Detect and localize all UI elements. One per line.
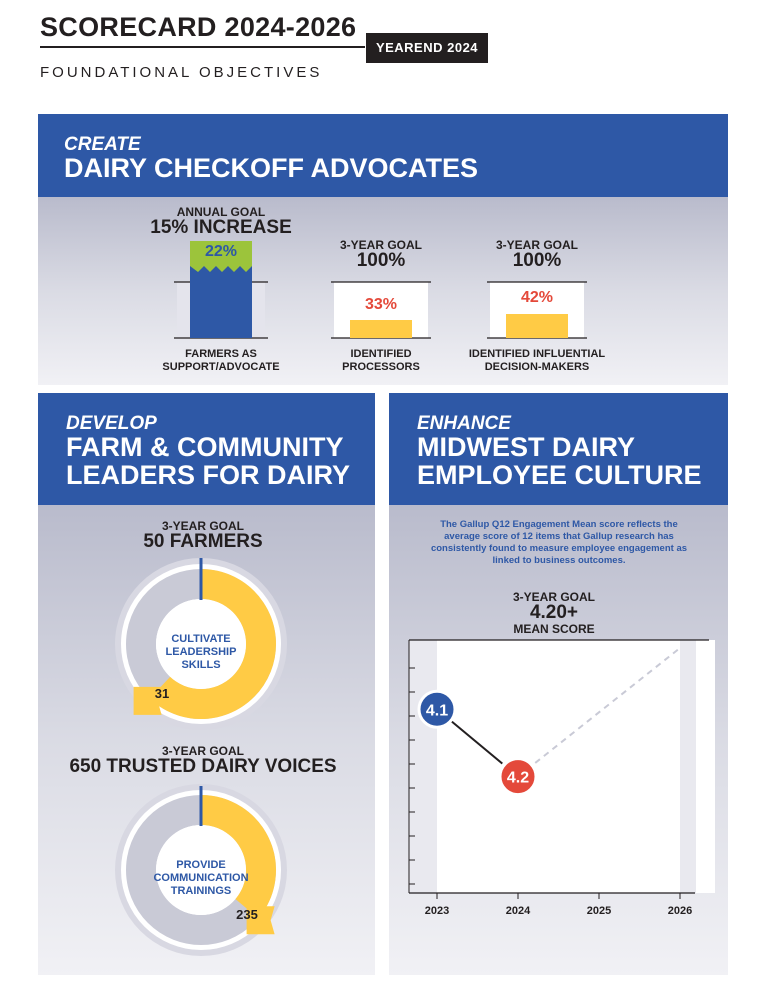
bar-caption-2-line1: IDENTIFIED [350,348,412,360]
x-tick-label: 2026 [668,905,692,917]
donut-value-flag [246,906,275,935]
x-tick-label: 2025 [587,905,611,917]
bar-caption-3-line2: DECISION-MAKERS [484,361,590,373]
data-point [498,757,538,797]
data-label: 4.2 [507,770,529,787]
data-label: 4.1 [426,702,448,719]
annual-goal-label: ANNUAL GOAL [176,205,266,219]
farmers-goal-label: 3-YEAR GOAL [161,519,244,533]
engagement-line-chart: 2023 2024 2025 2026 4.13.994.2 [408,639,715,917]
develop-heading-line1: FARM & COMMUNITY [66,432,344,462]
chart-x-ticks: 2023 2024 2025 2026 [425,893,692,917]
influential-goal-value: 100% [512,250,562,271]
voices-donut-chart [115,784,287,956]
enhance-heading-line2: EMPLOYEE CULTURE [417,460,702,490]
x-tick-label: 2024 [506,905,531,917]
voices-center-line3: TRAININGS [170,885,232,897]
chart-2023-column [409,640,437,893]
enhance-goal-unit: MEAN SCORE [513,622,595,636]
data-point [417,689,457,729]
enhance-description-line2: average score of 12 items that Gallup re… [444,531,674,542]
bar-value-label-3: 42% [520,289,554,306]
donut-progress-arc [149,569,276,719]
bar-caption-1-line2: SUPPORT/ADVOCATE [162,361,280,373]
donut-value-flag [133,686,162,715]
voices-value-label: 235 [236,907,258,922]
bar-overflow-1 [190,241,252,272]
develop-kicker: DEVELOP [66,413,157,434]
chart-series: 4.13.994.2 [417,647,681,798]
bar-fill-2 [350,320,412,338]
farmers-center-line2: LEADERSHIP [165,646,237,658]
farmers-donut-chart [115,558,287,730]
enhance-description-line3: consistently found to measure employee e… [430,543,688,554]
bar-value-label-2: 33% [364,296,398,313]
bar-fill-1 [190,266,252,338]
processors-goal-value: 100% [356,250,406,271]
bar-value-label-1: 22% [204,243,238,260]
page-subtitle: FOUNDATIONAL OBJECTIVES [40,64,323,81]
title-rule [40,46,365,48]
enhance-description-line1: The Gallup Q12 Engagement Mean score ref… [440,519,678,530]
yearend-badge: YEAREND 2024 [366,33,488,63]
voices-goal-value: 650 TRUSTED DAIRY VOICES [69,756,337,777]
enhance-goal-value: 4.20+ [529,602,579,623]
develop-header-band: DEVELOP FARM & COMMUNITY LEADERS FOR DAI… [38,393,375,505]
processors-goal-label: 3-YEAR GOAL [339,238,422,252]
farmers-goal-value: 50 FARMERS [143,531,263,552]
donut-progress-arc [200,795,276,919]
voices-goal-label: 3-YEAR GOAL [161,744,244,758]
enhance-description-line4: linked to business outcomes. [492,555,626,566]
series-line [517,647,681,778]
donut-center [156,599,246,689]
bar-caption-2-line2: PROCESSORS [342,361,420,373]
bar-caption-1-line1: FARMERS AS [185,348,257,360]
create-bar-chart [174,241,587,339]
chart-2026-column [680,640,696,893]
donut-center [156,825,246,915]
voices-center-line2: COMMUNICATION [153,872,249,884]
enhance-header-band: ENHANCE MIDWEST DAIRY EMPLOYEE CULTURE [389,393,728,505]
create-header-band: CREATE DAIRY CHECKOFF ADVOCATES [38,114,728,197]
chart-plot-area [409,640,715,893]
x-tick-label: 2023 [425,905,449,917]
farmers-center-line1: CULTIVATE [171,633,231,645]
bar-caption-3-line1: IDENTIFIED INFLUENTIAL [468,348,606,360]
annual-goal-value: 15% INCREASE [150,217,292,238]
influential-goal-label: 3-YEAR GOAL [495,238,578,252]
chart-y-ticks [409,667,415,885]
enhance-goal-label: 3-YEAR GOAL [512,590,595,604]
create-heading: DAIRY CHECKOFF ADVOCATES [64,153,479,183]
page-title: SCORECARD 2024-2026 [40,12,357,42]
farmers-center-line3: SKILLS [181,659,221,671]
enhance-heading-line1: MIDWEST DAIRY [417,432,635,462]
farmers-value-label: 31 [154,686,170,701]
bar-fill-3 [506,314,568,338]
develop-heading-line2: LEADERS FOR DAIRY [66,460,351,490]
create-kicker: CREATE [64,134,141,155]
voices-center-line1: PROVIDE [176,859,226,871]
enhance-kicker: ENHANCE [417,413,511,434]
